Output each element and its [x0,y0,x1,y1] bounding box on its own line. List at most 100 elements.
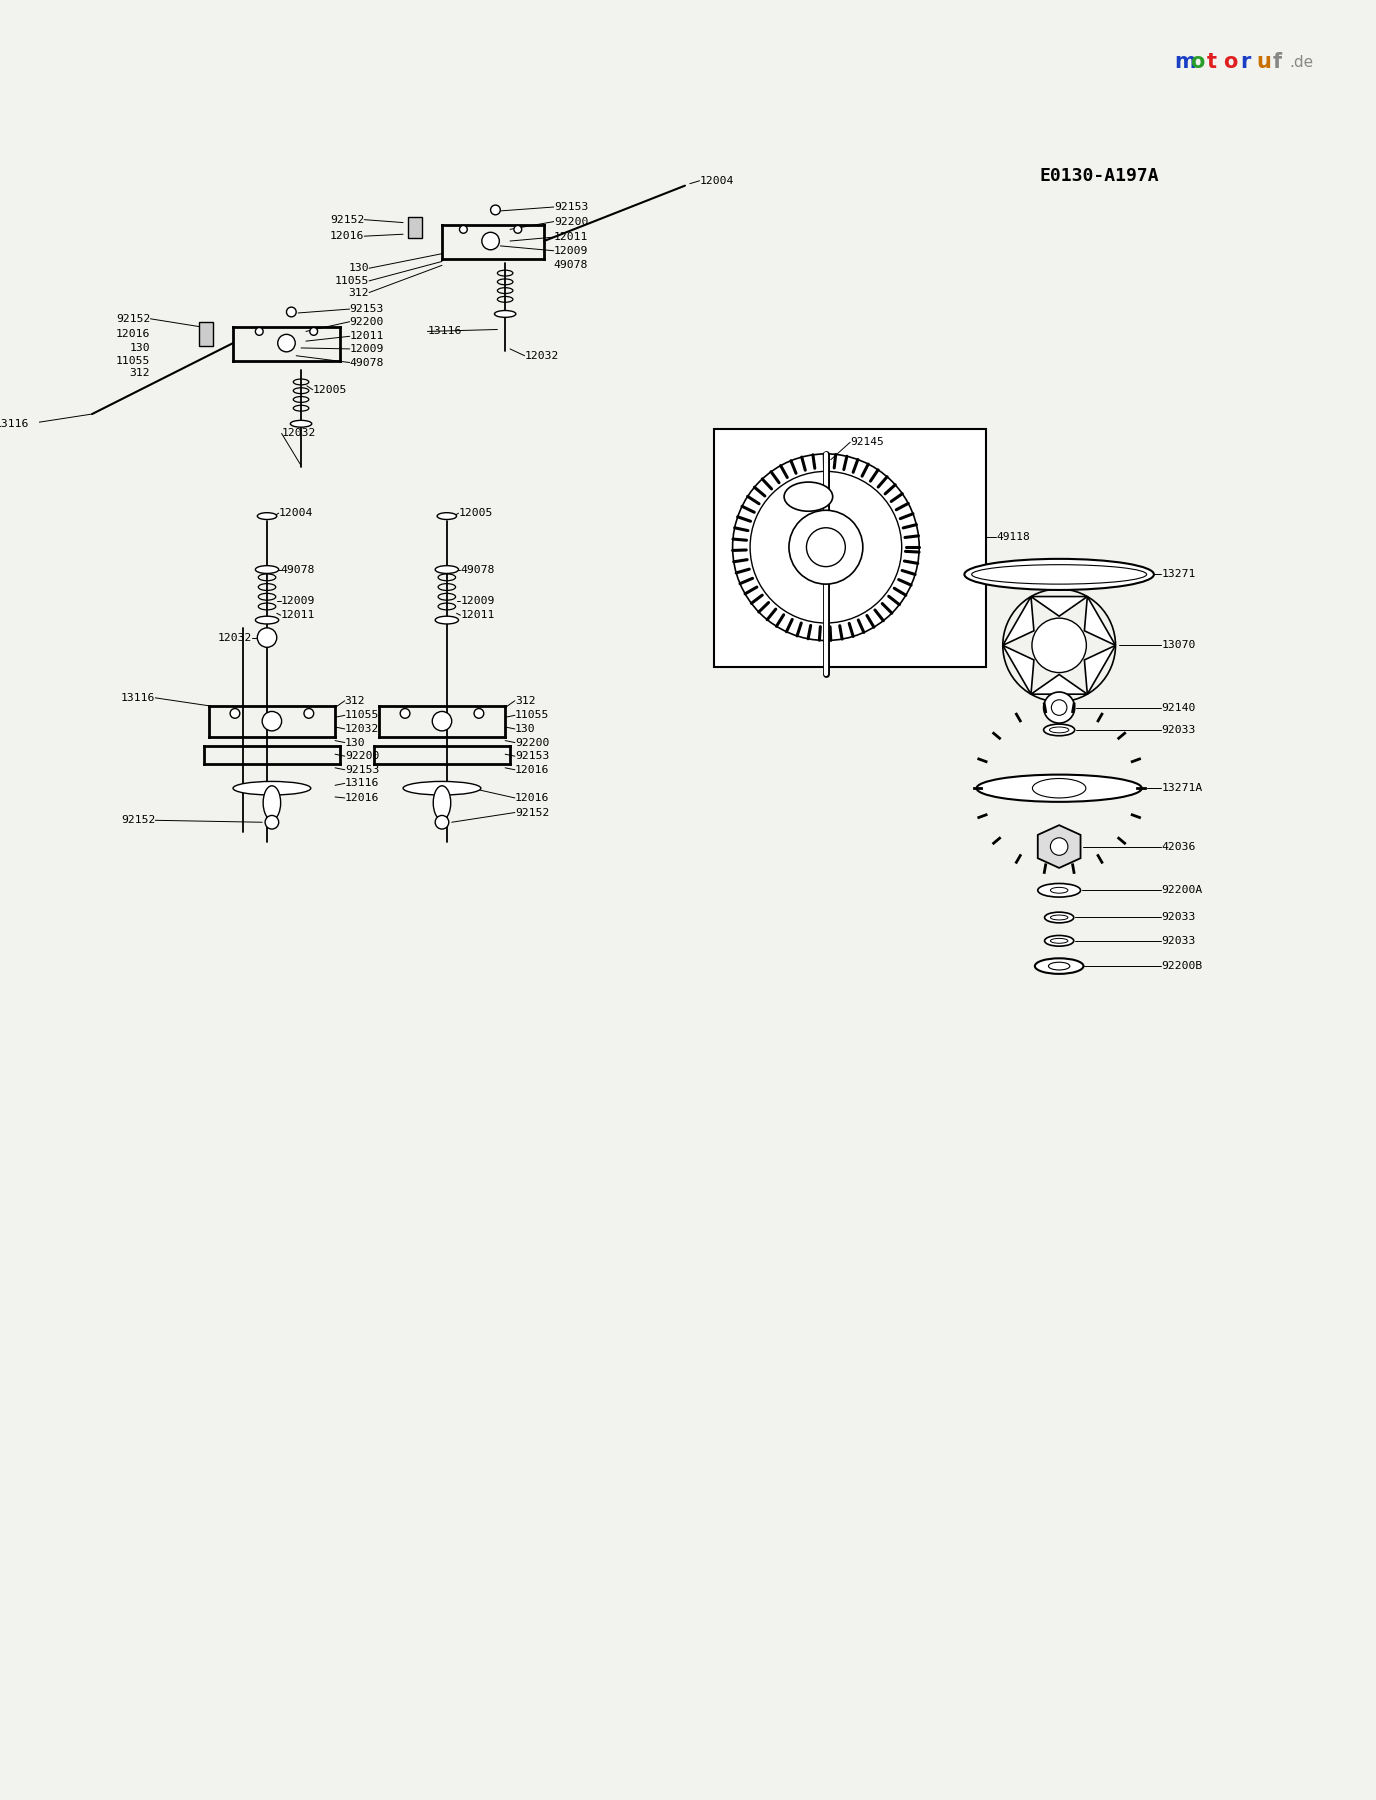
Text: r: r [1240,52,1251,72]
Circle shape [257,628,277,648]
Circle shape [460,225,468,234]
Text: 49078: 49078 [281,565,315,574]
Text: 12011: 12011 [553,232,588,243]
Bar [200,322,213,346]
Text: 130: 130 [129,344,150,353]
Circle shape [286,308,296,317]
Text: 13070: 13070 [1161,641,1196,650]
Ellipse shape [1038,884,1080,896]
Text: 12004: 12004 [699,176,733,185]
Ellipse shape [403,781,480,796]
Circle shape [491,205,501,214]
Text: 312: 312 [129,369,150,378]
Polygon shape [1084,596,1116,646]
Ellipse shape [1043,724,1075,736]
Ellipse shape [1044,936,1073,947]
Text: 13271: 13271 [1161,569,1196,580]
Circle shape [1051,700,1066,715]
Circle shape [482,232,499,250]
Text: 12009: 12009 [553,247,588,256]
Ellipse shape [1035,958,1083,974]
Text: 92153: 92153 [515,751,549,761]
Circle shape [806,527,845,567]
Text: t: t [1207,52,1216,72]
Text: 12011: 12011 [461,610,495,621]
Text: 92152: 92152 [330,214,365,225]
Text: o: o [1223,52,1238,72]
Ellipse shape [1050,727,1069,733]
Text: 11055: 11055 [116,356,150,365]
Text: 92033: 92033 [1161,936,1196,945]
Circle shape [475,709,484,718]
Text: 92200: 92200 [345,751,380,761]
Ellipse shape [1032,779,1086,797]
Circle shape [1032,617,1087,673]
Ellipse shape [965,558,1154,590]
Text: 49078: 49078 [461,565,495,574]
Circle shape [266,815,279,830]
Ellipse shape [438,513,457,520]
Ellipse shape [1050,887,1068,893]
Text: 130: 130 [345,738,366,747]
Circle shape [1043,691,1075,724]
Text: 12009: 12009 [281,596,315,605]
Text: 92153: 92153 [345,765,380,774]
Circle shape [788,509,863,585]
Ellipse shape [435,565,458,574]
Text: 130: 130 [348,263,369,274]
Ellipse shape [977,774,1142,801]
Circle shape [256,328,263,335]
Ellipse shape [1049,963,1071,970]
Circle shape [400,709,410,718]
Text: 92152: 92152 [121,815,155,826]
Text: 92200: 92200 [553,216,588,227]
Text: 92033: 92033 [1161,913,1196,922]
Text: 12011: 12011 [281,610,315,621]
Text: 92200A: 92200A [1161,886,1203,895]
Text: 12005: 12005 [312,385,347,394]
Text: 12016: 12016 [345,794,380,803]
Text: 13116: 13116 [345,778,380,788]
Text: 92140: 92140 [1161,702,1196,713]
Circle shape [513,225,522,234]
Text: 92152: 92152 [515,808,549,817]
Polygon shape [1084,646,1116,695]
Circle shape [304,709,314,718]
Text: E0130-A197A: E0130-A197A [1040,167,1160,185]
Text: 12009: 12009 [350,344,384,355]
Text: 92033: 92033 [1161,725,1196,734]
Text: 49078: 49078 [350,358,384,367]
Polygon shape [1031,596,1087,616]
Text: 11055: 11055 [334,275,369,286]
Circle shape [1050,837,1068,855]
Bar [714,428,987,666]
Text: 49078: 49078 [553,261,588,270]
Text: 92153: 92153 [350,304,384,313]
Text: .de: .de [1289,54,1314,70]
Text: 12016: 12016 [515,794,549,803]
Text: 92200: 92200 [350,317,384,328]
Text: 130: 130 [515,724,535,734]
Circle shape [230,709,239,718]
Text: u: u [1256,52,1271,72]
Ellipse shape [233,781,311,796]
Ellipse shape [256,565,279,574]
Text: 12016: 12016 [515,765,549,774]
Circle shape [435,815,449,830]
Text: 92153: 92153 [553,202,588,212]
Text: 13271A: 13271A [1161,783,1203,794]
Text: 12005: 12005 [458,508,493,518]
Bar [407,216,421,238]
Ellipse shape [256,616,279,625]
Text: 11055: 11055 [345,711,380,720]
Ellipse shape [290,421,312,427]
Text: o: o [1190,52,1205,72]
Text: m: m [1174,52,1196,72]
Text: 12016: 12016 [116,329,150,340]
Text: 13116: 13116 [0,419,29,428]
Ellipse shape [1050,938,1068,943]
Text: f: f [1273,52,1282,72]
Text: 12004: 12004 [279,508,314,518]
Circle shape [750,472,901,623]
Text: 13116: 13116 [121,693,155,702]
